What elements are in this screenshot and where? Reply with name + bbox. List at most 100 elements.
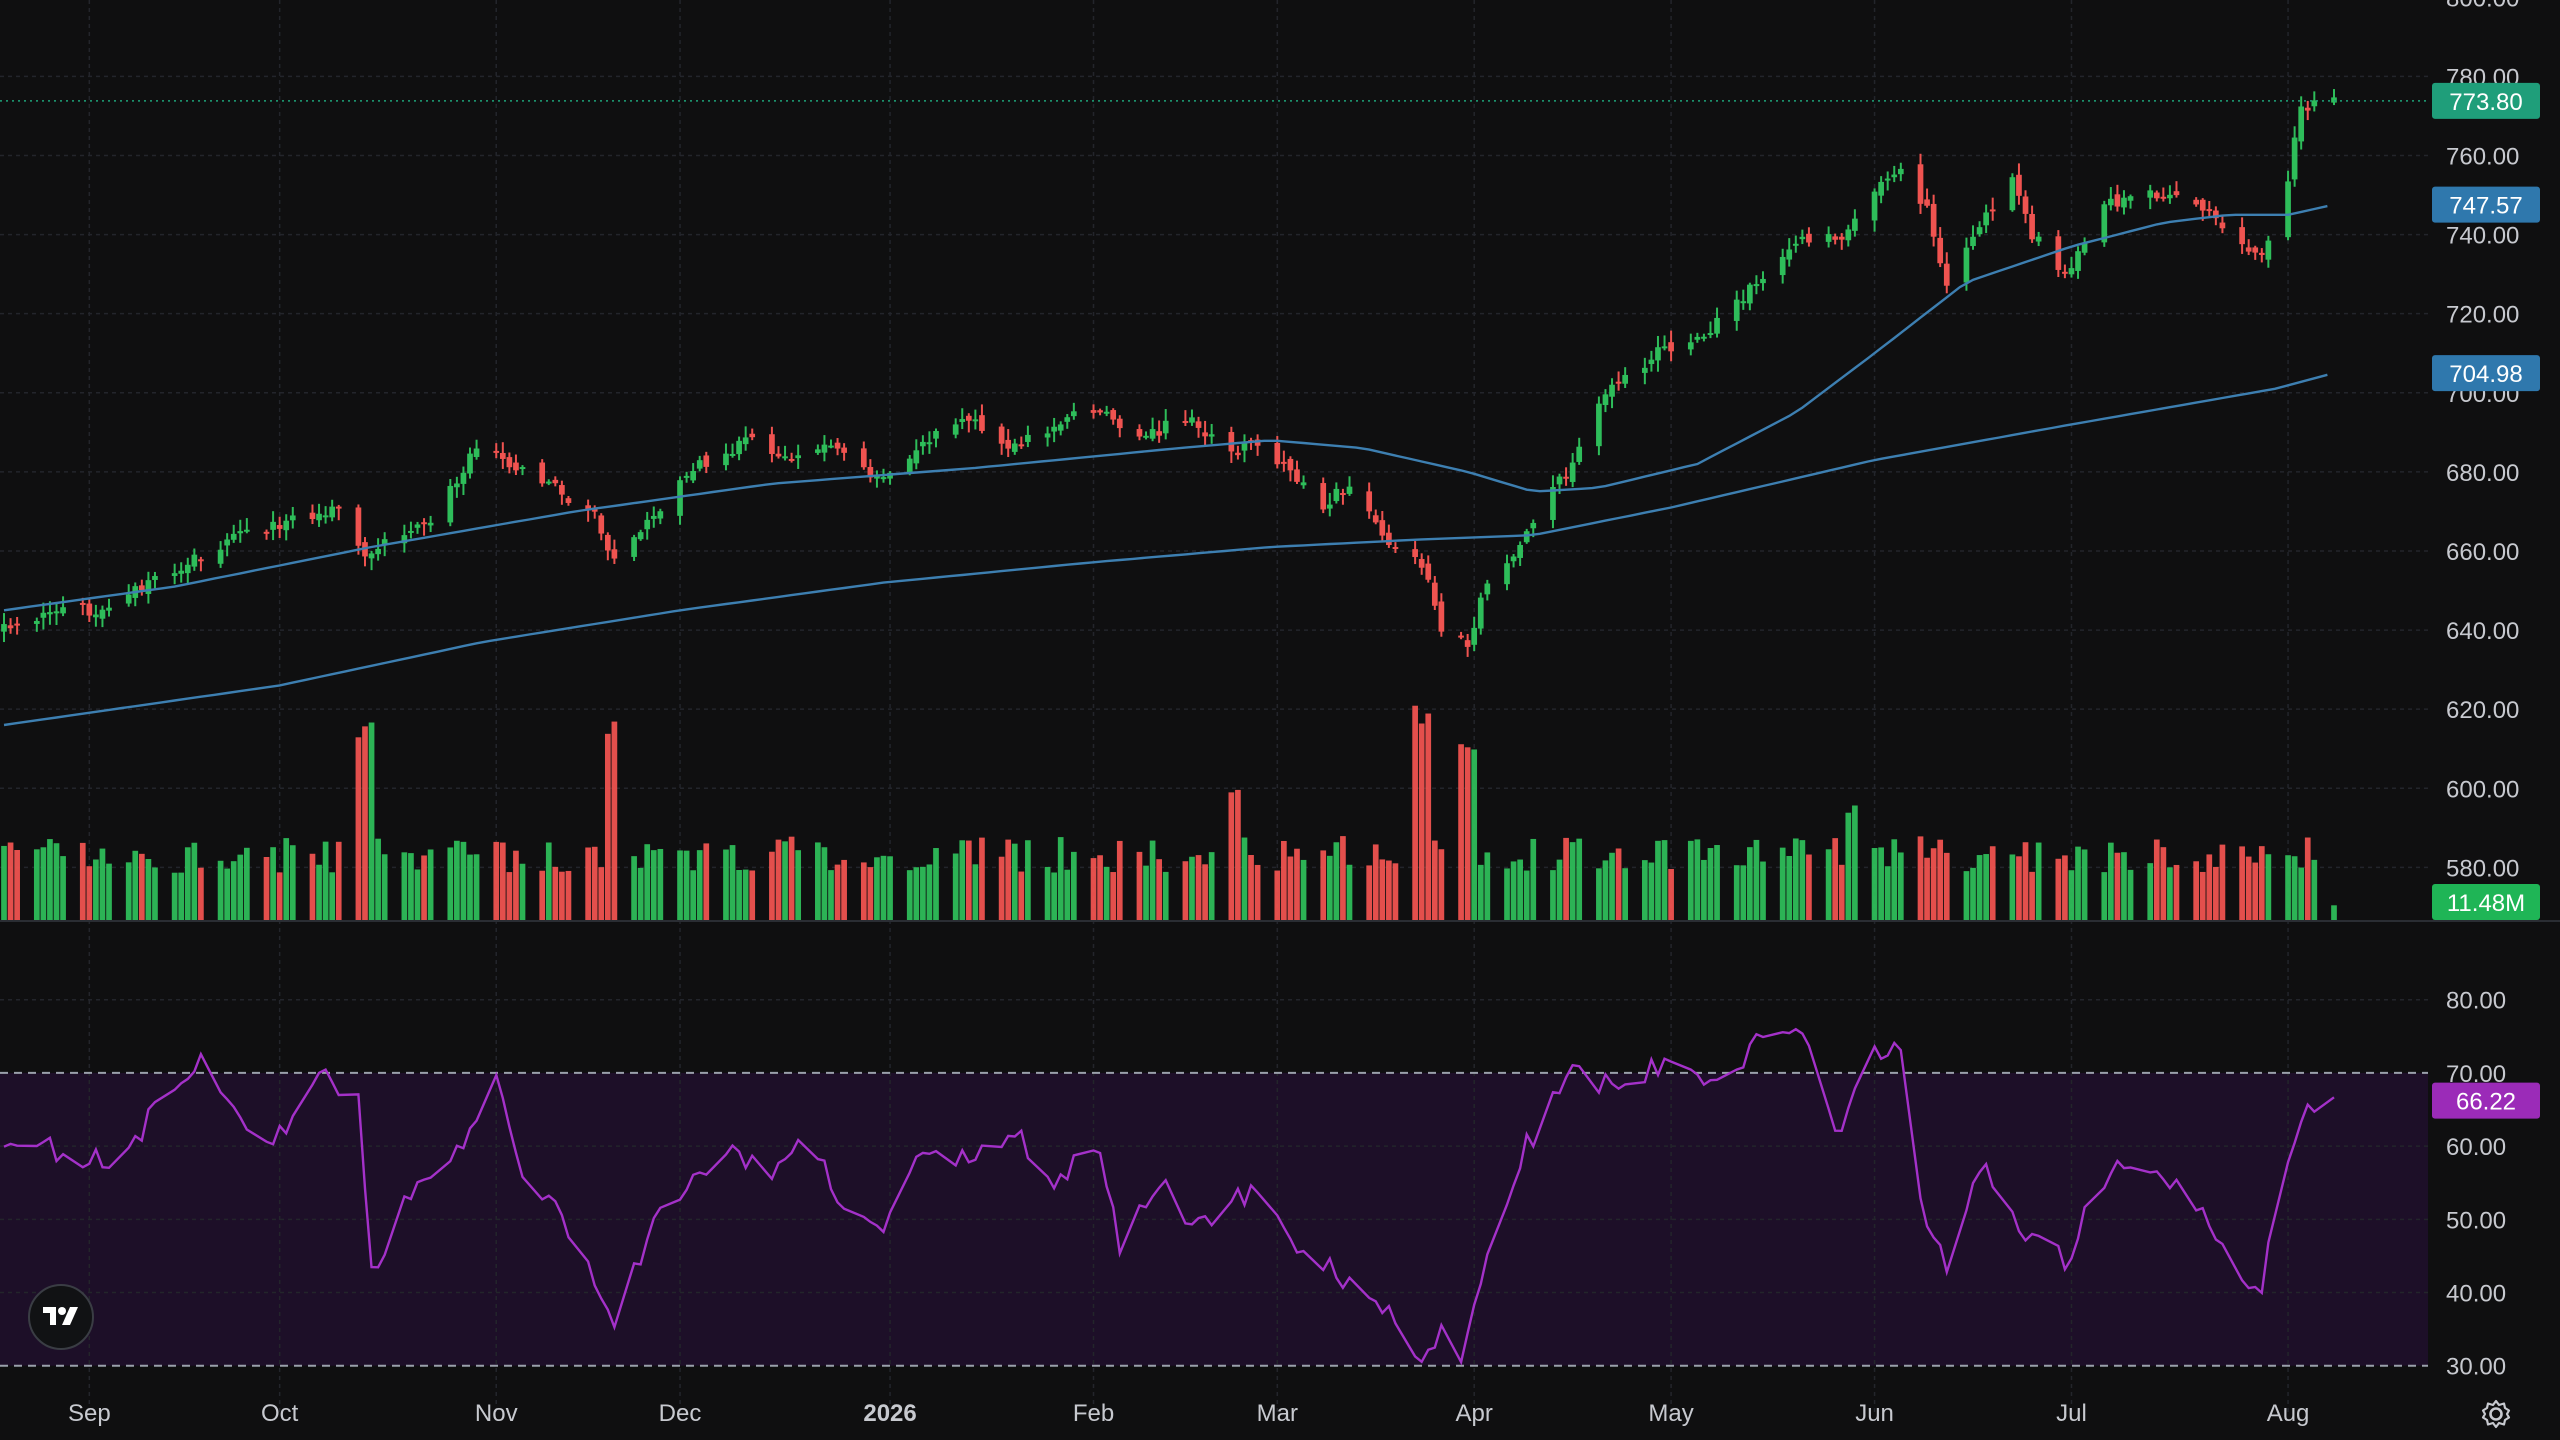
volume-bar	[1431, 840, 1438, 920]
candle-body	[2016, 174, 2022, 196]
volume-bar	[545, 842, 552, 920]
rsi-band	[0, 1072, 2428, 1366]
candle-body	[2291, 137, 2298, 180]
candle-body	[2239, 227, 2245, 245]
volume-bar	[178, 872, 185, 920]
candle-body	[2252, 247, 2259, 253]
volume-bar	[2022, 842, 2029, 920]
time-tick-label: Jun	[1855, 1400, 1894, 1427]
candle-body	[598, 515, 605, 534]
candle-body	[1845, 229, 1852, 241]
volume-bar	[1517, 859, 1523, 920]
candle-body	[401, 535, 408, 544]
candle-body	[2153, 192, 2160, 199]
candle-body	[1747, 284, 1753, 304]
candle-body	[1786, 249, 1793, 260]
candle-body	[1832, 236, 1839, 240]
volume-bar	[93, 859, 99, 920]
volume-bar	[1786, 856, 1793, 920]
volume-bar	[1097, 855, 1103, 920]
candle-body	[2213, 210, 2219, 219]
settings-gear-glyph	[2481, 1399, 2511, 1429]
candle-body	[322, 515, 329, 518]
candle-body	[493, 450, 500, 453]
volume-bar	[2213, 866, 2219, 920]
volume-bar	[775, 839, 782, 920]
volume-bar	[1563, 837, 1569, 920]
volume-bar	[1477, 864, 1484, 920]
volume-bar	[2009, 854, 2016, 920]
candle-body	[1655, 347, 1661, 361]
volume-bar	[322, 841, 329, 920]
settings-gear-icon[interactable]	[2476, 1394, 2516, 1434]
volume-bar	[1136, 851, 1143, 920]
candle-body	[834, 442, 841, 449]
tradingview-logo-icon[interactable]	[28, 1284, 94, 1350]
volume-bar	[152, 867, 158, 920]
candle-body	[1228, 432, 1235, 452]
candle-body	[1556, 476, 1563, 485]
candle-body	[1070, 411, 1077, 417]
candle-body	[1838, 236, 1845, 240]
candle-body	[244, 529, 250, 532]
candle-body	[283, 520, 290, 531]
candle-body	[1287, 458, 1294, 471]
volume-bar	[2252, 862, 2259, 920]
volume-bar	[1733, 865, 1740, 920]
volume-bar	[460, 841, 467, 920]
volume-bar	[828, 870, 834, 920]
candle-body	[79, 602, 86, 605]
volume-bar	[1747, 847, 1753, 920]
candle-body	[1596, 403, 1602, 447]
price-tick-label: 800.00	[2446, 0, 2519, 12]
time-tick-label: Oct	[261, 1400, 299, 1427]
volume-bar	[2239, 846, 2245, 920]
candle-body	[1609, 384, 1615, 397]
candle-body	[1379, 520, 1386, 536]
volume-bar	[2062, 855, 2068, 920]
candle-body	[965, 415, 972, 421]
volume-bar	[598, 867, 605, 920]
candle-body	[913, 450, 920, 464]
volume-bar	[2160, 847, 2167, 920]
volume-bar	[1622, 868, 1628, 920]
volume-bar	[375, 838, 381, 920]
volume-bar	[723, 849, 729, 920]
candle-body	[1884, 178, 1891, 181]
volume-bar	[1884, 866, 1891, 920]
volume-bar	[657, 848, 664, 920]
volume-bar	[99, 848, 106, 920]
candle-body	[860, 448, 867, 468]
candle-body	[959, 419, 966, 422]
volume-bar	[1943, 852, 1950, 920]
volume-bar	[2016, 856, 2022, 920]
volume-bar	[2285, 855, 2291, 920]
candle-body	[1897, 168, 1904, 175]
volume-bar	[2258, 846, 2265, 920]
candle-body	[335, 506, 342, 509]
volume-bar	[184, 847, 191, 920]
candle-body	[1661, 346, 1668, 349]
volume-bar	[591, 846, 598, 920]
volume-bar	[106, 863, 112, 920]
candle-body	[585, 505, 591, 511]
candle-body	[604, 534, 611, 551]
volume-bar	[1694, 839, 1701, 920]
volume-bar	[1392, 863, 1399, 920]
candle-body	[1326, 504, 1333, 509]
volume-bar	[1510, 861, 1517, 920]
volume-bar	[1642, 860, 1648, 920]
volume-bar	[473, 854, 480, 920]
candle-body	[2298, 106, 2305, 142]
candle-body	[2199, 199, 2206, 211]
price-tick-label: 680.00	[2446, 460, 2519, 487]
candle-body	[2101, 204, 2108, 243]
candle-body	[2009, 177, 2016, 211]
candle-body	[565, 498, 572, 503]
volume-bar	[1484, 852, 1491, 920]
candle-body	[1917, 164, 1924, 204]
volume-bar	[224, 868, 230, 920]
candle-body	[198, 559, 204, 562]
volume-bar	[2075, 846, 2081, 920]
volume-bar	[1320, 850, 1327, 920]
